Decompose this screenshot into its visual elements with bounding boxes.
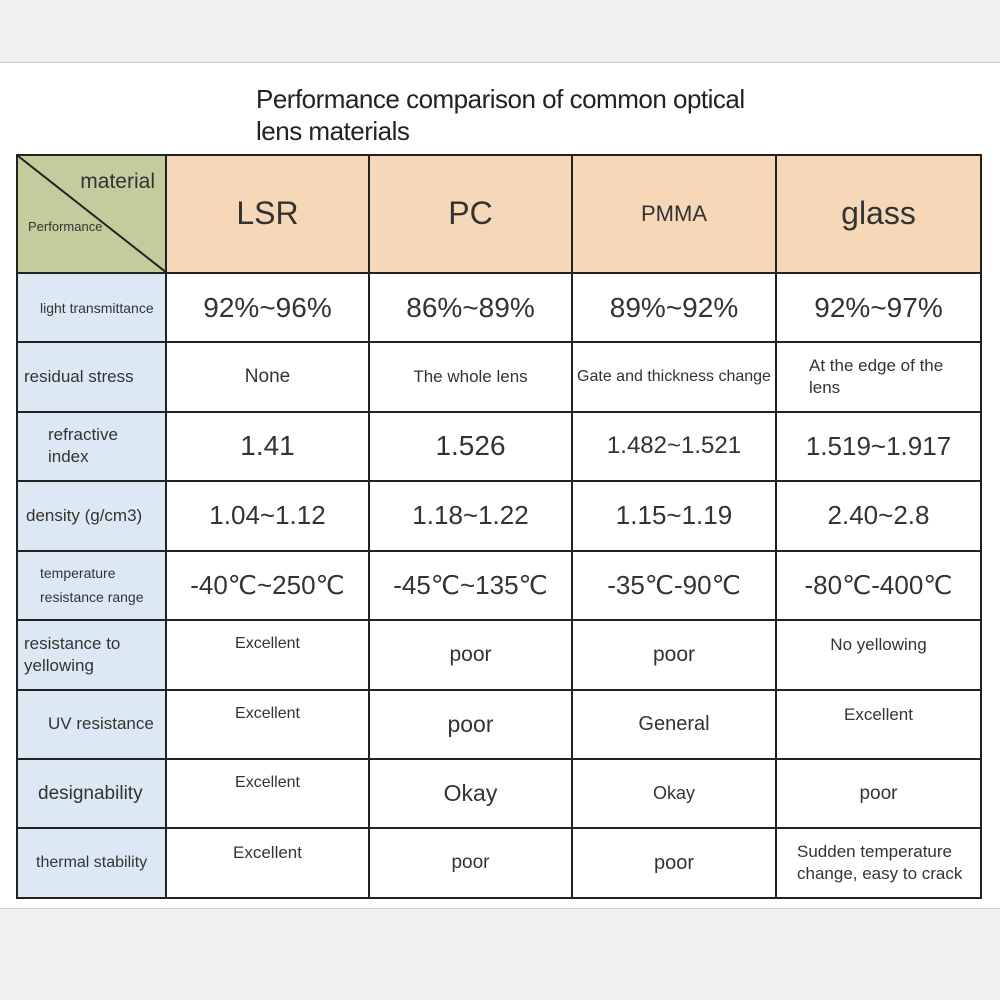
value-cell: poor [775,757,982,830]
corner-header-cell: material Performance [16,154,167,274]
value-cell: 89%~92% [571,271,777,344]
table-row-density: density (g/cm3) 1.04~1.12 1.18~1.22 1.15… [16,480,982,552]
property-label: residual stress [16,341,167,413]
property-label: designability [16,757,167,830]
value-cell: Excellent [165,757,370,830]
value-cell: Excellent [165,619,370,691]
value-cell: 1.41 [165,410,370,483]
value-cell: 92%~96% [165,271,370,344]
value-cell: Excellent [165,827,370,899]
value-cell: No yellowing [775,619,982,691]
value-cell: Gate and thickness change [571,341,777,413]
value-cell: The whole lens [368,341,573,413]
value-cell: At the edge of the lens [775,341,982,413]
value-cell: poor [571,619,777,691]
value-cell: 1.15~1.19 [571,480,777,552]
value-cell: None [165,341,370,413]
table-row-refractive-index: refractive index 1.41 1.526 1.482~1.521 … [16,410,982,483]
table-row-residual-stress: residual stress None The whole lens Gate… [16,341,982,413]
value-cell: 1.519~1.917 [775,410,982,483]
corner-material-label: material [80,170,155,193]
property-label: refractive index [16,410,167,483]
value-cell: poor [368,619,573,691]
value-cell: 2.40~2.8 [775,480,982,552]
property-label: temperature resistance range [16,549,167,622]
material-header-lsr: LSR [165,154,370,274]
document-sheet: Performance comparison of common optical… [0,62,1000,909]
value-cell: -40℃~250℃ [165,549,370,622]
table-row-resistance-to-yellowing: resistance to yellowing Excellent poor p… [16,619,982,691]
value-cell: Sudden temperature change, easy to crack [775,827,982,899]
value-cell: 1.04~1.12 [165,480,370,552]
property-label: resistance to yellowing [16,619,167,691]
table-row-designability: designability Excellent Okay Okay poor [16,757,982,830]
property-label: density (g/cm3) [16,480,167,552]
material-header-pc: PC [368,154,573,274]
value-cell: Okay [368,757,573,830]
value-cell: General [571,688,777,760]
material-header-glass: glass [775,154,982,274]
value-cell: Okay [571,757,777,830]
value-cell: Excellent [775,688,982,760]
property-label: light transmittance [16,271,167,344]
value-cell: Excellent [165,688,370,760]
value-cell: -35℃-90℃ [571,549,777,622]
material-header-pmma: PMMA [571,154,777,274]
value-cell: 1.526 [368,410,573,483]
property-label: thermal stability [16,827,167,899]
corner-performance-label: Performance [28,218,103,234]
value-cell: 1.482~1.521 [571,410,777,483]
value-cell: poor [571,827,777,899]
table-row-uv-resistance: UV resistance Excellent poor General Exc… [16,688,982,760]
page-title: Performance comparison of common optical… [256,84,745,146]
value-cell: poor [368,688,573,760]
value-cell: 92%~97% [775,271,982,344]
comparison-table: material Performance LSR PC PMMA glass l… [16,154,982,899]
value-cell: 86%~89% [368,271,573,344]
diagonal-divider [19,156,164,271]
value-cell: -45℃~135℃ [368,549,573,622]
table-row-light-transmittance: light transmittance 92%~96% 86%~89% 89%~… [16,271,982,344]
value-cell: 1.18~1.22 [368,480,573,552]
table-row-thermal-stability: thermal stability Excellent poor poor Su… [16,827,982,899]
value-cell: poor [368,827,573,899]
value-cell: -80℃-400℃ [775,549,982,622]
table-row-temperature-resistance: temperature resistance range -40℃~250℃ -… [16,549,982,622]
property-label: UV resistance [16,688,167,760]
header-row: material Performance LSR PC PMMA glass [16,154,982,274]
